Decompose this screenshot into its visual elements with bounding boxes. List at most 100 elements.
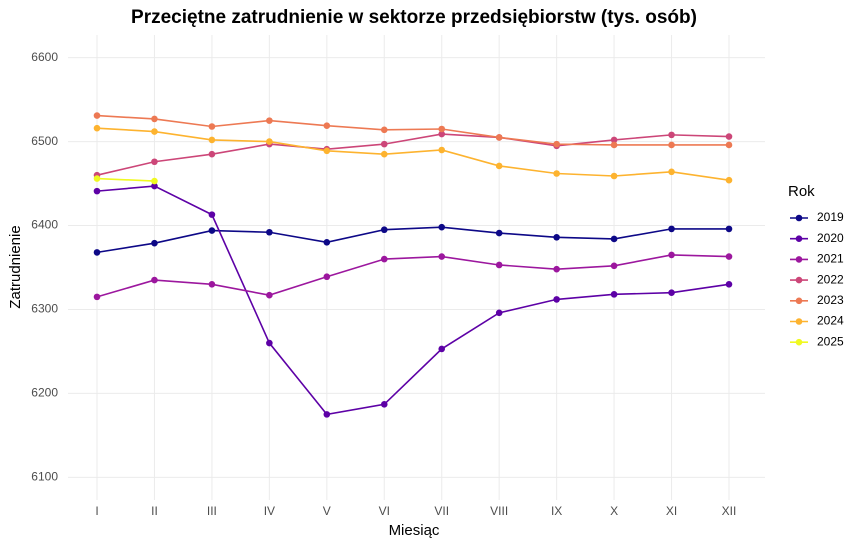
point [323,122,331,129]
point [380,401,388,408]
point [380,255,388,263]
point [668,225,675,233]
line [96,114,729,146]
legend-label: 2020 [817,231,844,245]
chart-title: Przeciętne zatrudnienie w sektorze przed… [131,7,697,28]
point [668,141,675,149]
point [380,126,388,134]
point [266,138,273,145]
point [725,176,733,184]
y-tick-label: 6600 [31,50,58,64]
point [151,158,158,166]
point [151,276,158,284]
line [96,133,730,176]
point [438,253,446,260]
point [151,177,158,185]
point [553,140,560,148]
point [151,115,158,123]
point [93,112,101,119]
line [96,177,155,182]
legend-title: Rok [788,183,815,200]
x-tick-label: X [610,504,618,518]
point [380,226,388,234]
legend-point [795,214,803,222]
point [323,239,331,246]
y-tick-label: 6200 [31,386,58,400]
point [380,140,388,148]
legend-point [795,235,803,242]
x-tick-label: I [95,504,98,518]
x-tick-label: VIII [490,504,508,518]
point [380,150,388,158]
point [208,136,216,144]
x-tick-label: VI [379,504,390,518]
series [93,223,733,256]
point [93,249,101,256]
line [96,127,730,181]
legend-label: 2022 [817,272,844,286]
point [266,291,273,299]
point [323,273,331,281]
y-axis-title: Zatrudnienie [7,225,24,308]
point [151,182,158,190]
point [208,211,216,218]
point [610,235,618,243]
point [610,262,618,270]
series [93,124,733,184]
y-tick-label: 6100 [31,470,58,484]
series [93,251,733,301]
point [323,147,331,155]
point [266,228,273,236]
legend-label: 2025 [817,334,844,348]
line [96,226,729,254]
series [93,182,733,418]
point [725,141,733,149]
point [668,251,675,259]
point [151,239,158,247]
point [93,124,101,132]
point [495,261,503,269]
legend-label: 2023 [817,293,844,307]
point [266,117,273,124]
x-tick-label: II [151,504,158,518]
point [93,293,101,301]
x-tick-label: III [207,504,217,518]
point [323,411,331,418]
series [93,130,733,179]
point [208,280,216,288]
legend-point [795,338,803,346]
point [668,168,675,176]
line [96,185,730,416]
point [495,134,503,141]
point [93,187,101,195]
series [93,112,733,149]
x-tick-label: VII [434,504,449,518]
series [93,175,158,185]
x-tick-label: XII [722,504,737,518]
point [438,345,446,353]
legend-label: 2024 [817,314,844,328]
point [553,170,560,177]
y-tick-label: 6400 [31,218,58,232]
y-tick-label: 6500 [31,134,58,148]
point [725,280,733,288]
point [553,233,560,241]
grid [68,35,765,500]
point [495,309,503,317]
point [438,223,446,231]
x-axis-title: Miesiąc [389,522,440,539]
point [438,125,446,133]
x-tick-label: IV [264,504,275,518]
point [610,291,618,298]
legend-point [795,318,803,325]
point [208,227,216,234]
line [96,254,730,298]
x-tick-label: V [323,504,331,518]
point [610,136,618,144]
x-tick-label: XI [666,504,677,518]
point [438,146,446,154]
point [151,128,158,135]
legend-label: 2019 [817,210,844,224]
legend-label: 2021 [817,252,844,266]
